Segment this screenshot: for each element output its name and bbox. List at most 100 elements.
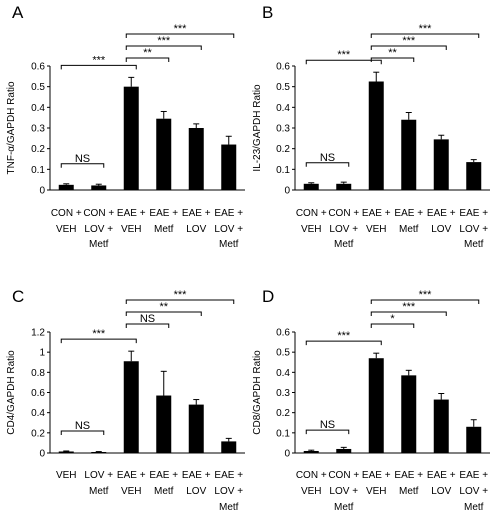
significance-label: *** [337,49,351,61]
bar [91,185,107,190]
category-label: EAE + [117,208,146,219]
significance-label: *** [174,289,188,301]
y-tick-label: 0.1 [276,165,290,176]
significance-label: NS [75,420,90,432]
panel-letter: B [262,3,273,22]
category-label: EAE + [362,470,391,481]
significance-bracket [125,323,170,328]
category-label: CON + [328,208,359,219]
category-label: EAE + [459,208,488,219]
category-label: LOV [186,486,206,497]
category-label: EAE + [117,470,146,481]
category-label: LOV [186,224,206,235]
y-tick-label: 0.2 [276,144,290,155]
bar [336,183,352,190]
significance-label: NS [320,419,335,431]
y-tick-label: 0.2 [276,408,290,419]
category-label: VEH [121,224,142,235]
category-label: CON + [296,208,327,219]
category-label: Metf [334,502,354,513]
category-label: Metf [399,224,419,235]
category-label: EAE + [214,208,243,219]
category-label: LOV [431,486,451,497]
category-label: Metf [154,486,174,497]
category-label: Metf [399,486,419,497]
bar [466,426,482,453]
category-label: LOV [431,224,451,235]
significance-bracket [305,59,382,65]
category-label: LOV + [459,486,488,497]
category-label: Metf [464,502,484,513]
category-label: LOV + [329,486,358,497]
significance-label: ** [143,47,152,59]
category-label: Metf [334,239,354,250]
bar [433,399,449,453]
significance-bracket [370,311,447,316]
significance-label: NS [75,153,90,165]
category-label: CON + [328,470,359,481]
significance-bracket [125,33,235,38]
category-label: EAE + [427,208,456,219]
y-tick-label: 1.2 [31,328,45,339]
significance-label: NS [320,152,335,164]
category-label: Metf [219,502,239,513]
category-label: Metf [89,486,109,497]
category-label: Metf [89,239,109,250]
significance-bracket [370,33,480,38]
y-tick-label: 0.6 [276,328,290,339]
y-tick-label: 0 [284,449,290,460]
category-label: LOV + [84,224,113,235]
significance-bracket [305,340,382,346]
y-tick-label: 0.4 [31,103,45,114]
y-tick-label: 0.8 [31,368,45,379]
significance-bracket [125,311,202,316]
bar [466,162,482,190]
category-label: EAE + [149,208,178,219]
y-tick-label: 0.2 [31,144,45,155]
significance-label: *** [419,23,433,35]
y-axis-title: CD8/GAPDH Ratio [252,350,263,435]
y-axis-title: IL-23/GAPDH Ratio [252,84,263,172]
category-label: VEH [366,224,387,235]
significance-label: *** [337,330,351,342]
category-label: Metf [154,224,174,235]
significance-bracket [305,429,350,435]
bar [58,184,74,190]
category-label: LOV + [459,224,488,235]
y-tick-label: 0.3 [31,124,45,135]
bar [123,86,139,190]
category-label: EAE + [214,470,243,481]
y-tick-label: 0.6 [31,62,45,73]
y-tick-label: 0.4 [31,408,45,419]
y-tick-label: 0.2 [31,428,45,439]
category-label: LOV + [214,224,243,235]
category-label: VEH [366,486,387,497]
significance-label: *** [157,35,171,47]
significance-bracket [60,338,137,344]
category-label: VEH [301,486,322,497]
bar [91,451,107,453]
bar [188,404,204,453]
panel-letter: D [262,287,274,306]
category-label: VEH [301,224,322,235]
significance-bracket [60,430,105,435]
category-label: VEH [56,224,77,235]
bar [156,395,172,453]
bar [368,81,384,190]
category-label: EAE + [182,470,211,481]
significance-bracket [125,45,202,50]
significance-label: * [390,313,395,325]
y-tick-label: 0 [284,186,290,197]
y-axis-title: TNF-α/GAPDH Ratio [6,81,17,174]
category-label: EAE + [362,208,391,219]
y-tick-label: 0.5 [276,348,290,359]
bar [123,361,139,453]
y-tick-label: 0.1 [276,428,290,439]
y-tick-label: 0.5 [276,82,290,93]
y-tick-label: 0.3 [276,388,290,399]
chart-panel-d: D 0 0.1 0.2 0.3 0.4 0.5 0.6 CD8/GAPDH Ratio CON +… [252,287,490,513]
significance-bracket [305,162,350,167]
chart-panel-b: B 0 0.1 0.2 0.3 0.4 0.5 0.6 IL-23/GAPDH Ratio CON… [252,3,490,250]
significance-label: *** [402,301,416,313]
